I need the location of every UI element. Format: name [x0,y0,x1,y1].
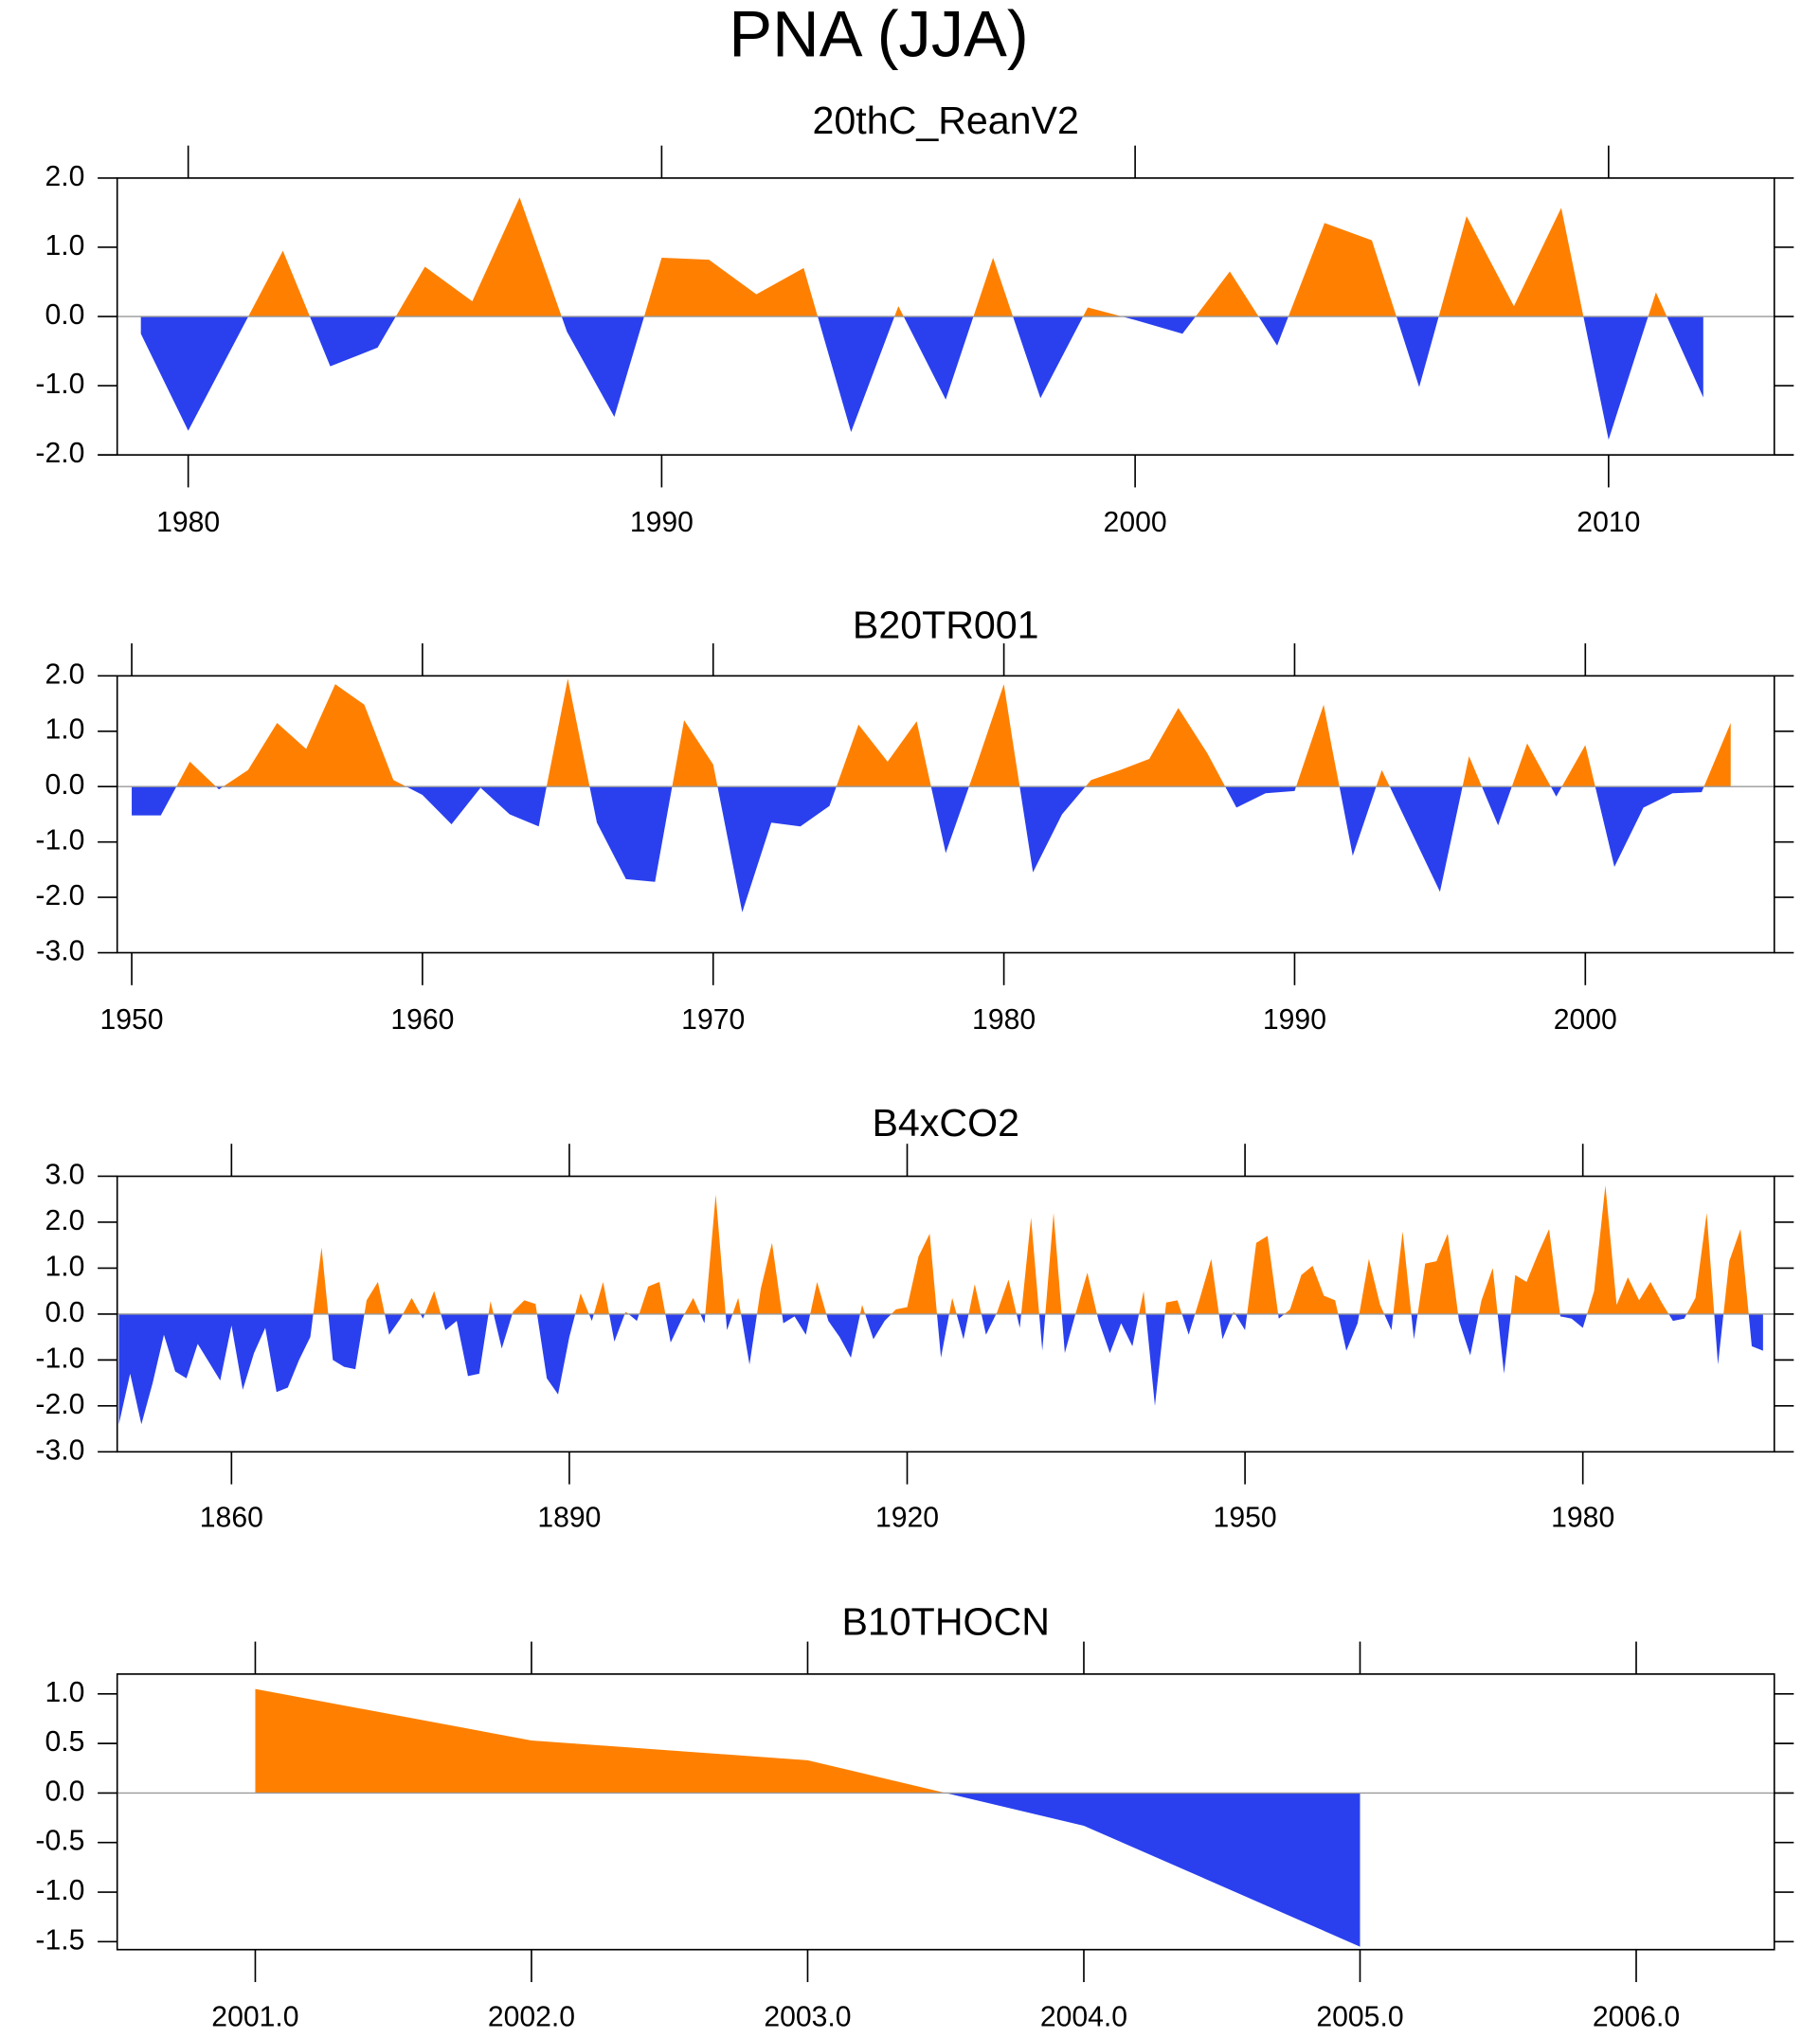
plot-frame [116,1673,1775,1951]
x-tick-label: 2010 [1577,507,1640,538]
panel: 20thC_ReanV2 -2.0 -1.0 0.0 1.0 2.0 1980 1990 200… [35,99,1794,538]
y-tick-label: 1.0 [45,230,84,262]
x-tick-label: 2000 [1104,507,1167,538]
y-tick-label: 1.0 [45,1251,84,1282]
positive-area [255,1688,1360,1794]
x-tick-label: 1890 [537,1503,601,1534]
panel: B20TR001 -3.0 -2.0 -1.0 0.0 1.0 2.0 1950 1960 197… [35,603,1794,1036]
x-tick-label: 2003.0 [764,2001,851,2032]
x-tick-label: 1920 [875,1503,939,1534]
x-tick-label: 1980 [156,507,220,538]
x-tick-label: 1960 [390,1004,454,1036]
panel-title: B4xCO2 [872,1101,1018,1145]
y-tick-label: 0.0 [45,1776,84,1807]
panel-title: B20TR001 [853,603,1039,646]
negative-area [118,1313,1763,1425]
y-tick-label: -3.0 [35,936,84,967]
y-tick-label: -0.5 [35,1826,84,1857]
x-tick-label: 2006.0 [1593,2001,1680,2032]
y-tick-label: -2.0 [35,880,84,911]
panel-title: B10THOCN [841,1600,1049,1644]
negative-area [132,786,1704,912]
y-tick-label: 3.0 [45,1159,84,1190]
x-tick-label: 1860 [200,1503,263,1534]
negative-area [140,316,1703,441]
plot-frame [116,675,1775,954]
x-tick-label: 2000 [1554,1004,1617,1036]
y-tick-label: 0.0 [45,299,84,331]
negative-area [946,1793,1360,1947]
positive-area [140,197,1703,317]
panel-title: 20thC_ReanV2 [813,99,1079,142]
x-tick-label: 2004.0 [1040,2001,1127,2032]
panel: B10THOCN -1.5 -1.0 -0.5 0.0 0.5 1.0 2001.0 2002.… [35,1600,1794,2032]
x-tick-label: 1980 [972,1004,1036,1036]
x-tick-label: 2002.0 [488,2001,575,2032]
x-tick-label: 1950 [1214,1503,1277,1534]
y-tick-label: -2.0 [35,438,84,469]
y-tick-label: 2.0 [45,161,84,192]
y-tick-label: 0.0 [45,1297,84,1328]
main-title: PNA (JJA) [729,0,1028,70]
x-tick-label: 2005.0 [1316,2001,1403,2032]
y-tick-label: -1.0 [35,369,84,400]
x-tick-label: 1990 [1263,1004,1326,1036]
x-tick-label: 1990 [630,507,694,538]
x-tick-label: 2001.0 [211,2001,298,2032]
y-tick-label: -1.0 [35,1343,84,1374]
x-tick-label: 1980 [1551,1503,1614,1534]
y-tick-label: -2.0 [35,1389,84,1420]
panel: B4xCO2 -3.0 -2.0 -1.0 0.0 1.0 2.0 3.0 1860 1890 19… [35,1101,1794,1534]
positive-area [176,678,1731,787]
x-tick-label: 1950 [99,1004,163,1036]
y-tick-label: 1.0 [45,714,84,746]
y-tick-label: 0.5 [45,1726,84,1758]
y-tick-label: -1.0 [35,825,84,857]
y-tick-label: 2.0 [45,1205,84,1236]
y-tick-label: -3.0 [35,1434,84,1466]
positive-area [118,1185,1763,1314]
x-tick-label: 1970 [681,1004,745,1036]
y-tick-label: 0.0 [45,769,84,801]
y-tick-label: -1.5 [35,1924,84,1956]
y-tick-label: 2.0 [45,658,84,690]
y-tick-label: 1.0 [45,1677,84,1708]
y-tick-label: -1.0 [35,1875,84,1906]
